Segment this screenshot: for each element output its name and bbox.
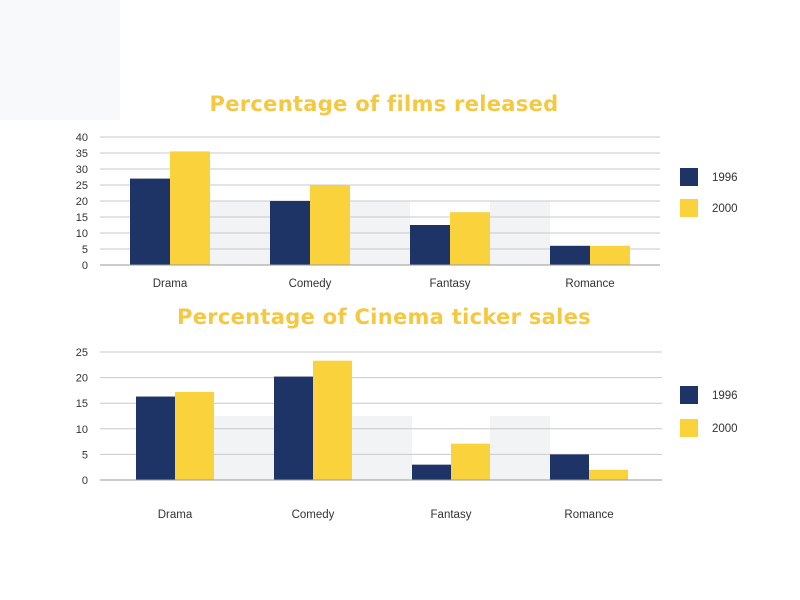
- bar-comedy-1996: [270, 201, 310, 265]
- legend-label-1996: 1996: [712, 390, 738, 402]
- bar-drama-1996: [136, 396, 175, 480]
- x-category-label: Fantasy: [430, 278, 471, 290]
- corner-background: [0, 0, 120, 120]
- y-tick-label: 20: [76, 196, 88, 208]
- bar-fantasy-1996: [412, 464, 451, 480]
- legend-swatch-2000: [680, 419, 698, 437]
- bar-fantasy-2000: [450, 212, 490, 265]
- bar-fantasy-1996: [410, 225, 450, 265]
- legend-label-2000: 2000: [712, 203, 738, 215]
- bar-drama-2000: [170, 151, 210, 265]
- ticket-sales-bar-chart: 0 5 10 15 20 25 Drama Comedy Fantasy Romance 1996 2…: [76, 347, 738, 521]
- y-tick-label: 15: [76, 212, 88, 224]
- x-category-label: Drama: [153, 278, 188, 290]
- bar-romance-1996: [550, 245, 590, 265]
- y-tick-label: 10: [76, 424, 88, 436]
- background-band: [214, 416, 274, 480]
- chart-title-films-released: Percentage of films released: [209, 92, 559, 116]
- x-category-label: Comedy: [289, 278, 332, 290]
- bar-comedy-2000: [310, 185, 350, 265]
- legend-label-2000: 2000: [712, 423, 738, 435]
- legend-label-1996: 1996: [712, 172, 738, 184]
- bar-comedy-1996: [274, 376, 313, 480]
- x-category-label: Romance: [565, 278, 614, 290]
- x-category-label: Drama: [158, 509, 193, 521]
- y-tick-label: 15: [76, 398, 88, 410]
- x-category-label: Fantasy: [431, 509, 472, 521]
- bar-drama-1996: [130, 178, 170, 265]
- bar-romance-2000: [589, 469, 628, 480]
- y-tick-label: 5: [82, 449, 88, 461]
- legend-swatch-1996: [680, 386, 698, 404]
- y-tick-label: 0: [82, 475, 88, 487]
- y-tick-label: 25: [76, 180, 88, 192]
- x-category-label: Comedy: [292, 509, 335, 521]
- y-tick-label: 0: [82, 260, 88, 272]
- bar-drama-2000: [175, 391, 214, 480]
- films-released-bar-chart: 0 5 10 15 20 25 30 35 40 Drama Comedy Fantasy Romanc…: [76, 132, 738, 290]
- y-tick-label: 30: [76, 164, 88, 176]
- y-tick-label: 35: [76, 148, 88, 160]
- bar-romance-1996: [550, 454, 589, 480]
- bar-fantasy-2000: [451, 443, 490, 480]
- x-category-label: Romance: [564, 509, 613, 521]
- bar-comedy-2000: [313, 360, 352, 480]
- background-band: [352, 416, 412, 480]
- y-tick-label: 40: [76, 132, 88, 144]
- y-tick-label: 25: [76, 347, 88, 359]
- chart-title-ticket-sales: Percentage of Cinema ticker sales: [177, 305, 591, 329]
- y-tick-label: 20: [76, 373, 88, 385]
- y-tick-label: 5: [82, 244, 88, 256]
- legend-swatch-1996: [680, 168, 698, 186]
- background-band: [490, 416, 550, 480]
- y-tick-label: 10: [76, 228, 88, 240]
- legend-swatch-2000: [680, 199, 698, 217]
- bar-romance-2000: [590, 245, 630, 265]
